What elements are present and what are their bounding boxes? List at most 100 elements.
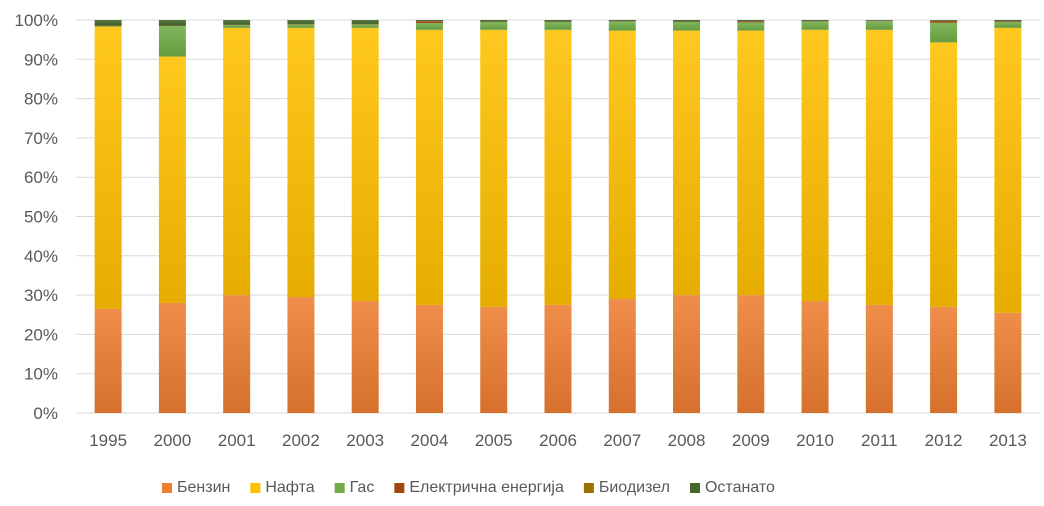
bar-stack-2005 bbox=[480, 20, 508, 413]
bar-segment bbox=[930, 22, 958, 43]
bar-segment bbox=[544, 304, 572, 413]
legend-label: Електрична енергија bbox=[409, 479, 564, 496]
bar-segment bbox=[930, 306, 958, 413]
bar-stack-2013 bbox=[994, 20, 1022, 413]
bar-segment bbox=[544, 21, 572, 30]
bar-stack-2007 bbox=[608, 20, 636, 413]
y-axis-tick-labels: 0% 10% 20% 30% 40% 50% 60% 70% 80% 90% 100% bbox=[15, 11, 58, 423]
bar-segment bbox=[287, 27, 315, 298]
x-tick-label: 2008 bbox=[668, 431, 706, 450]
bar-segment bbox=[994, 21, 1022, 28]
bar-segment bbox=[223, 20, 251, 25]
bar-segment bbox=[415, 20, 443, 22]
x-tick-label: 2009 bbox=[732, 431, 770, 450]
y-tick-label: 10% bbox=[24, 365, 58, 384]
legend-item: Електрична енергија bbox=[394, 479, 564, 496]
y-tick-label: 100% bbox=[15, 11, 58, 30]
bar-stack-1995 bbox=[94, 20, 122, 413]
bar-segment bbox=[287, 20, 315, 24]
legend: Бензин Нафта Гас Електрична енергија Биодизе… bbox=[162, 479, 775, 496]
bar-segment bbox=[351, 20, 379, 24]
bar-segment bbox=[351, 27, 379, 301]
bar-segment bbox=[287, 24, 315, 28]
bar-segment bbox=[544, 29, 572, 305]
bar-segment bbox=[801, 20, 829, 22]
y-tick-label: 70% bbox=[24, 129, 58, 148]
x-tick-label: 2006 bbox=[539, 431, 577, 450]
bar-segment bbox=[94, 20, 122, 26]
x-tick-label: 2005 bbox=[475, 431, 513, 450]
bar-segment bbox=[223, 27, 251, 296]
bar-segment bbox=[673, 21, 701, 31]
bar-segment bbox=[994, 312, 1022, 413]
y-tick-label: 30% bbox=[24, 286, 58, 305]
bar-segment bbox=[994, 21, 1022, 22]
bar-segment bbox=[351, 24, 379, 28]
bar-segment bbox=[544, 20, 572, 22]
legend-swatch bbox=[583, 483, 594, 493]
legend-label: Бензин bbox=[177, 479, 230, 496]
y-tick-label: 90% bbox=[24, 50, 58, 69]
legend-label: Нафта bbox=[265, 479, 314, 496]
x-tick-label: 2001 bbox=[218, 431, 256, 450]
bar-stack-2000 bbox=[158, 20, 186, 413]
legend-swatch bbox=[162, 483, 172, 493]
y-tick-label: 80% bbox=[24, 90, 58, 109]
bar-segment bbox=[158, 20, 186, 26]
bar-segment bbox=[737, 20, 765, 22]
bar-segment bbox=[930, 42, 958, 307]
legend-swatch bbox=[394, 483, 405, 493]
bar-segment bbox=[480, 20, 508, 22]
bar-stack-2004 bbox=[415, 20, 443, 413]
x-tick-label: 2004 bbox=[411, 431, 449, 450]
bar-segment bbox=[737, 30, 765, 296]
bar-segment bbox=[94, 26, 122, 309]
legend-item: Нафта bbox=[250, 479, 315, 496]
x-tick-label: 2010 bbox=[796, 431, 834, 450]
x-tick-label: 2000 bbox=[153, 431, 191, 450]
legend-swatch bbox=[689, 483, 700, 493]
bar-segment bbox=[801, 301, 829, 413]
bar-segment bbox=[351, 301, 379, 413]
bar-segment bbox=[673, 295, 701, 413]
legend-swatch bbox=[334, 483, 345, 493]
bar-segment bbox=[865, 304, 893, 413]
x-tick-label: 2013 bbox=[989, 431, 1027, 450]
bar-segment bbox=[94, 308, 122, 413]
bar-stack-2006 bbox=[544, 20, 572, 413]
bar-segment bbox=[673, 20, 701, 22]
bar-segment bbox=[737, 295, 765, 413]
bar-segment bbox=[801, 21, 829, 30]
bar-segment bbox=[415, 23, 443, 30]
bar-segment bbox=[608, 30, 636, 300]
y-tick-label: 60% bbox=[24, 168, 58, 187]
y-tick-label: 0% bbox=[33, 404, 58, 423]
bar-segment bbox=[158, 302, 186, 413]
legend-item: Бензин bbox=[162, 479, 230, 496]
bar-stack-2002 bbox=[287, 20, 315, 413]
bar-segment bbox=[673, 30, 701, 296]
bar-segment bbox=[287, 297, 315, 413]
bar-stack-2009 bbox=[737, 20, 765, 413]
y-tick-label: 40% bbox=[24, 247, 58, 266]
legend-label: Гас bbox=[350, 479, 375, 496]
bar-segment bbox=[223, 25, 251, 28]
legend-swatch bbox=[250, 483, 261, 493]
legend-label: Останато bbox=[705, 479, 775, 496]
bar-segment bbox=[737, 21, 765, 23]
bar-stack-2011 bbox=[865, 20, 893, 413]
x-tick-label: 2002 bbox=[282, 431, 320, 450]
bar-segment bbox=[930, 20, 958, 23]
bar-stack-2008 bbox=[673, 20, 701, 413]
legend-item: Останато bbox=[689, 479, 775, 496]
bar-segment bbox=[994, 20, 1022, 22]
bar-segment bbox=[158, 25, 186, 57]
bar-segment bbox=[415, 21, 443, 24]
x-tick-label: 2007 bbox=[603, 431, 641, 450]
bar-segment bbox=[158, 56, 186, 303]
bar-stack-2010 bbox=[801, 20, 829, 413]
x-tick-label: 2003 bbox=[346, 431, 384, 450]
bar-stack-2001 bbox=[223, 20, 251, 413]
